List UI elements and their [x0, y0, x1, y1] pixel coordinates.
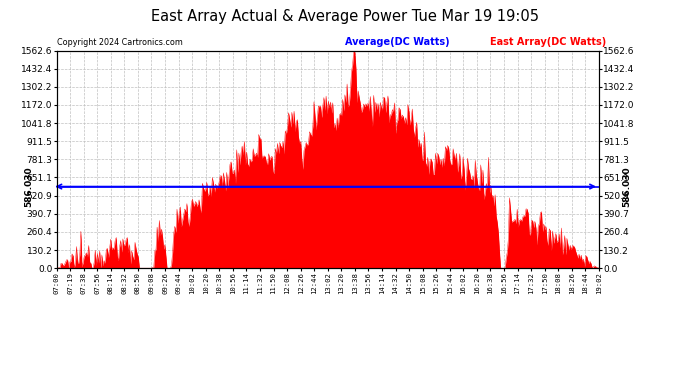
Text: 586.030: 586.030 — [24, 166, 33, 207]
Text: Average(DC Watts): Average(DC Watts) — [345, 37, 450, 47]
Text: Copyright 2024 Cartronics.com: Copyright 2024 Cartronics.com — [57, 38, 182, 47]
Text: 586.030: 586.030 — [622, 166, 631, 207]
Text: East Array Actual & Average Power Tue Mar 19 19:05: East Array Actual & Average Power Tue Ma… — [151, 9, 539, 24]
Text: East Array(DC Watts): East Array(DC Watts) — [490, 37, 606, 47]
